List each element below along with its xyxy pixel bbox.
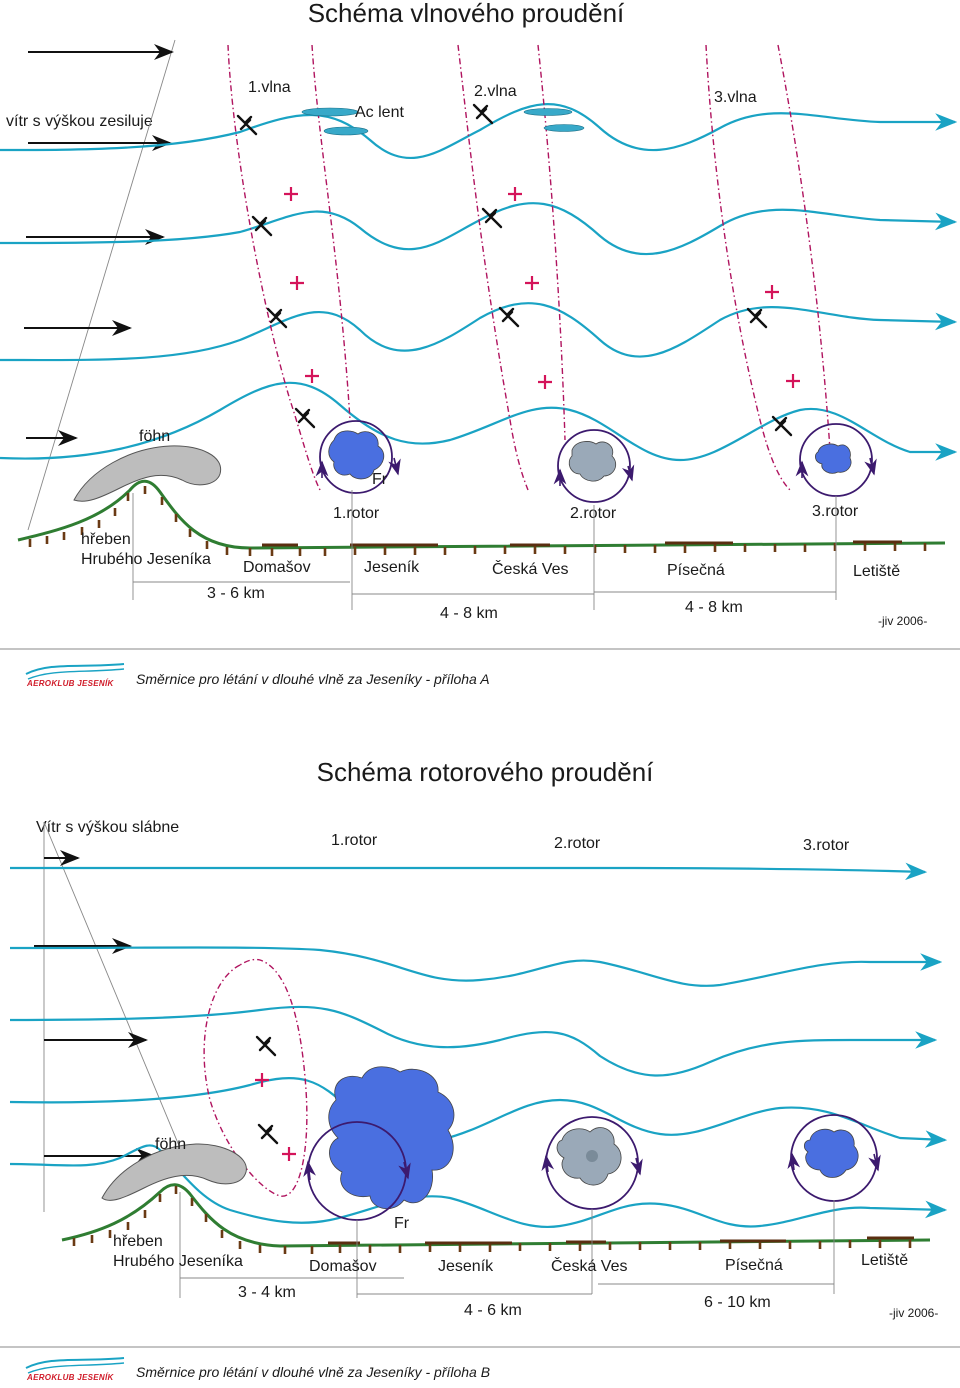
wave-wind-note: vítr s výškou zesiluje xyxy=(6,113,153,130)
glider-icon xyxy=(498,306,520,328)
streamline xyxy=(0,103,958,159)
ac-lent-clouds xyxy=(301,107,585,136)
place-label: Česká Ves xyxy=(551,1256,627,1275)
glider-icon xyxy=(294,407,316,429)
aeroklub-logo: AEROKLUB JESENÍK xyxy=(25,663,125,688)
ridge-label-2: Hrubého Jeseníka xyxy=(81,551,211,568)
glider-icon xyxy=(255,1035,277,1057)
glider-icon xyxy=(771,415,793,437)
glider-icon xyxy=(236,114,258,136)
rotor-label-2: 2.rotor xyxy=(554,835,601,852)
rotor-label-3: 3.rotor xyxy=(803,837,850,854)
rotor-label-1: 1.rotor xyxy=(333,505,380,522)
glider-icon xyxy=(746,307,768,329)
terrain xyxy=(17,479,946,556)
place-label: Písečná xyxy=(725,1257,783,1274)
rotor-axis-loop xyxy=(203,958,308,1197)
rotor-label-2: 2.rotor xyxy=(570,505,617,522)
rotor-section: Schéma rotorového proudění Vítr s výškou… xyxy=(0,757,960,1382)
gliders xyxy=(236,103,793,437)
glider-icon xyxy=(257,1123,279,1145)
place-label: Jeseník xyxy=(438,1258,494,1275)
streamlines xyxy=(0,103,958,462)
streamline xyxy=(0,381,958,462)
logo-text: AEROKLUB JESENÍK xyxy=(26,1373,115,1382)
glider-icon xyxy=(472,103,494,125)
rotor-title: Schéma rotorového proudění xyxy=(317,757,655,787)
author-label: -jiv 2006- xyxy=(878,614,927,628)
rotors xyxy=(315,420,877,503)
foehn-cloud xyxy=(101,1143,247,1201)
lift-mark xyxy=(255,1073,269,1087)
streamline xyxy=(9,946,943,987)
place-label: Domašov xyxy=(243,559,311,576)
wave-label-1: 1.vlna xyxy=(248,79,291,96)
place-label: Písečná xyxy=(667,562,725,579)
foehn-label: föhn xyxy=(155,1136,186,1153)
streamline xyxy=(9,1077,948,1148)
place-label: Česká Ves xyxy=(492,559,568,578)
foehn-cloud xyxy=(73,445,222,502)
ridge-label-1: hřeben xyxy=(81,531,131,548)
wave-axes xyxy=(227,44,831,491)
distance-label: 4 - 6 km xyxy=(464,1302,522,1319)
place-label: Letiště xyxy=(853,563,900,580)
wave-section: Schéma vlnového proudění vítr s výškou z… xyxy=(0,0,960,688)
author-label: -jiv 2006- xyxy=(889,1306,938,1320)
lift-mark xyxy=(282,1147,296,1161)
wind-profile xyxy=(24,39,176,531)
place-label: Domašov xyxy=(309,1258,377,1275)
rotor-label-3: 3.rotor xyxy=(812,503,859,520)
rotor-wind-note: Vítr s výškou slábne xyxy=(36,819,179,836)
fr-label: Fr xyxy=(372,471,388,488)
distance-label: 6 - 10 km xyxy=(704,1294,771,1311)
aeroklub-logo: AEROKLUB JESENÍK xyxy=(25,1357,125,1382)
logo-text: AEROKLUB JESENÍK xyxy=(26,679,115,688)
wave-label-2: 2.vlna xyxy=(474,83,517,100)
wave-label-3: 3.vlna xyxy=(714,89,757,106)
rotors xyxy=(303,1066,881,1221)
place-label: Letiště xyxy=(861,1252,908,1269)
ridge-label-1: hřeben xyxy=(113,1233,163,1250)
place-label: Jeseník xyxy=(364,559,420,576)
rotor-label-1: 1.rotor xyxy=(331,832,378,849)
glider-icon xyxy=(266,307,288,329)
streamline xyxy=(0,202,958,256)
wind-profile xyxy=(34,821,181,1212)
distance-label: 4 - 8 km xyxy=(440,605,498,622)
streamline xyxy=(9,1005,938,1077)
streamline xyxy=(10,862,928,881)
streamline xyxy=(0,302,958,362)
wave-title: Schéma vlnového proudění xyxy=(308,0,625,28)
glider-icon xyxy=(481,207,503,229)
foehn-label: föhn xyxy=(139,428,170,445)
ridge-label-2: Hrubého Jeseníka xyxy=(113,1253,243,1270)
distance-label: 4 - 8 km xyxy=(685,599,743,616)
lift-marks xyxy=(284,187,800,389)
terrain xyxy=(61,1183,931,1254)
footer-text: Směrnice pro létání v dlouhé vlně za Jes… xyxy=(136,671,490,687)
footer-text: Směrnice pro létání v dlouhé vlně za Jes… xyxy=(136,1364,490,1380)
ac-lent-label: Ac lent xyxy=(355,104,404,121)
distance-label: 3 - 4 km xyxy=(238,1284,296,1301)
glider-icon xyxy=(251,215,273,237)
distance-label: 3 - 6 km xyxy=(207,585,265,602)
fr-label: Fr xyxy=(394,1215,410,1232)
